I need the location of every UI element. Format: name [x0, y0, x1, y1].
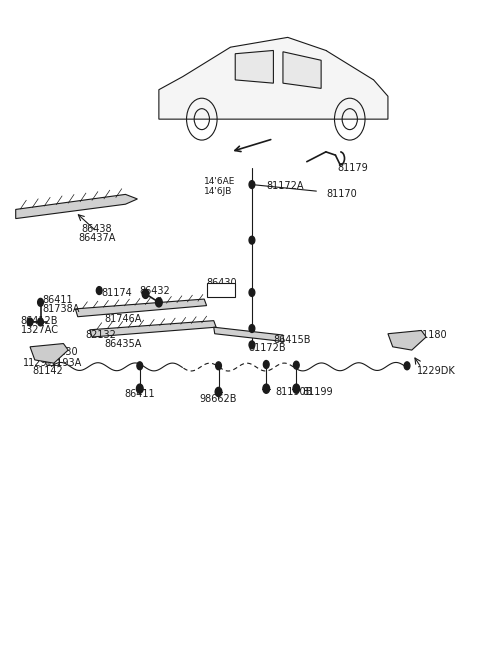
Text: 86412B: 86412B — [21, 315, 58, 326]
Text: 14'6AE: 14'6AE — [204, 177, 236, 186]
Text: 1229DK: 1229DK — [417, 366, 456, 376]
Circle shape — [249, 325, 255, 332]
Polygon shape — [235, 51, 274, 83]
Circle shape — [37, 318, 43, 326]
Circle shape — [249, 181, 255, 189]
Circle shape — [37, 298, 43, 306]
Circle shape — [404, 362, 410, 370]
Text: 86415B: 86415B — [274, 335, 311, 346]
Text: 86437A: 86437A — [78, 233, 116, 243]
PathPatch shape — [159, 37, 388, 119]
Text: 81172A: 81172A — [266, 181, 304, 191]
Text: 86438: 86438 — [82, 224, 112, 234]
Polygon shape — [90, 321, 216, 337]
Circle shape — [264, 361, 269, 369]
Text: 81738A: 81738A — [42, 304, 79, 314]
Text: 81199: 81199 — [302, 387, 333, 397]
Text: 86411: 86411 — [42, 296, 72, 306]
Text: 86435A: 86435A — [104, 339, 142, 350]
Text: 81179: 81179 — [338, 163, 369, 173]
Circle shape — [136, 384, 143, 394]
Circle shape — [249, 288, 255, 296]
Text: 81172B: 81172B — [248, 343, 286, 353]
Circle shape — [249, 237, 255, 244]
Circle shape — [293, 361, 299, 369]
Text: 86430: 86430 — [206, 278, 237, 288]
Circle shape — [96, 286, 102, 294]
Circle shape — [142, 289, 149, 298]
Circle shape — [27, 318, 33, 326]
Circle shape — [263, 384, 270, 394]
Polygon shape — [388, 330, 426, 350]
Polygon shape — [16, 194, 137, 219]
Text: 86432: 86432 — [140, 286, 170, 296]
Circle shape — [137, 362, 143, 370]
Text: 1327AC: 1327AC — [21, 325, 59, 335]
Text: 81193A: 81193A — [44, 357, 82, 367]
Text: 82132: 82132 — [206, 288, 238, 298]
Text: 86411: 86411 — [124, 389, 155, 399]
Circle shape — [293, 384, 300, 394]
Bar — [206, 283, 235, 297]
Text: 14'6JB: 14'6JB — [204, 187, 233, 196]
Polygon shape — [30, 344, 68, 363]
Text: 1129ED: 1129ED — [23, 357, 61, 367]
Circle shape — [216, 362, 221, 370]
Text: 81746A: 81746A — [104, 313, 142, 324]
Circle shape — [215, 388, 222, 397]
Text: 81180: 81180 — [417, 330, 447, 340]
Circle shape — [249, 341, 255, 349]
Text: 81130: 81130 — [48, 347, 78, 357]
Text: 98662B: 98662B — [200, 394, 237, 403]
Text: 81142: 81142 — [33, 366, 63, 376]
Polygon shape — [75, 299, 206, 317]
Text: 81174: 81174 — [102, 288, 132, 298]
Circle shape — [156, 298, 162, 307]
Text: 81170: 81170 — [326, 189, 357, 199]
Text: 81190B: 81190B — [276, 387, 313, 397]
Polygon shape — [283, 52, 321, 89]
Polygon shape — [214, 327, 284, 342]
Text: 82132: 82132 — [85, 330, 116, 340]
